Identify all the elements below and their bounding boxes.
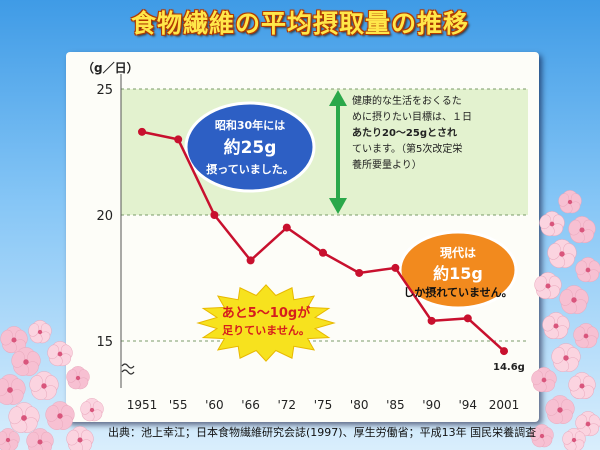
data-point: [500, 347, 508, 356]
data-point: [246, 256, 255, 265]
x-tick-label: '94: [459, 398, 478, 412]
target-note: 健康的な生活をおくるた めに摂りたい目標は、１日 あたり20～25gとされ てい…: [352, 94, 472, 171]
x-tick-label: '55: [169, 398, 188, 412]
target-note-line: あたり20～25gとされ: [352, 126, 457, 139]
cherry-blossom-left: [0, 320, 104, 450]
past-bubble-value: 約25g: [224, 137, 277, 158]
shortfall-line: あと5～10gが: [222, 305, 310, 321]
axis-break-icon: [121, 363, 135, 375]
data-point: [174, 135, 183, 144]
target-note-line: 健康的な生活をおくるた: [352, 94, 462, 107]
y-tick-label: 25: [96, 83, 113, 98]
x-tick-label: 2001: [489, 398, 520, 412]
data-point: [138, 127, 146, 136]
y-tick-label: 20: [96, 209, 113, 224]
current-bubble-value: 約15g: [433, 264, 483, 283]
target-note-line: ています。（第5次改定栄: [352, 142, 462, 155]
cherry-blossom-right: [530, 190, 600, 450]
target-note-line: 養所要量より）: [352, 158, 422, 171]
shortfall-line: 足りていません。: [222, 324, 310, 337]
data-point: [210, 211, 219, 219]
x-tick-label: '66: [241, 398, 260, 412]
page-title: 食物繊維の平均摂取量の推移: [130, 9, 469, 38]
data-point: [355, 268, 364, 277]
x-tick-label: '80: [350, 398, 369, 412]
past-bubble-line: 昭和30年には: [215, 118, 285, 132]
end-value-label: 14.6g: [493, 362, 525, 373]
shortfall-burst: あと5～10gが 足りていません。: [196, 284, 336, 362]
target-range-arrow: [329, 90, 347, 214]
current-bubble-line: 現代は: [440, 245, 476, 260]
past-intake-bubble: 昭和30年には 約25g 摂っていました。: [184, 101, 316, 193]
data-point: [391, 263, 400, 272]
x-tick-label: '85: [386, 398, 405, 412]
data-point: [427, 316, 436, 325]
x-tick-label: '72: [278, 398, 297, 412]
current-bubble-line: しか摂れていません。: [403, 285, 512, 299]
y-tick-label: 15: [96, 335, 113, 350]
target-band: [121, 89, 528, 215]
target-note-line: めに摂りたい目標は、１日: [352, 110, 472, 123]
x-tick-label: 1951: [127, 398, 158, 412]
source-citation: 出典：池上幸江；日本食物繊維研究会誌(1997)、厚生労働省；平成13年 国民栄…: [108, 426, 537, 439]
data-point: [319, 248, 327, 257]
x-tick-label: '75: [314, 398, 333, 412]
x-tick-label: '60: [205, 398, 224, 412]
current-intake-bubble: 現代は 約15g: [398, 230, 518, 310]
y-axis-label: （g／日）: [82, 60, 139, 75]
data-point: [282, 223, 291, 232]
past-bubble-line: 摂っていました。: [206, 162, 293, 176]
x-tick-label: '90: [422, 398, 441, 412]
data-point: [463, 314, 472, 323]
